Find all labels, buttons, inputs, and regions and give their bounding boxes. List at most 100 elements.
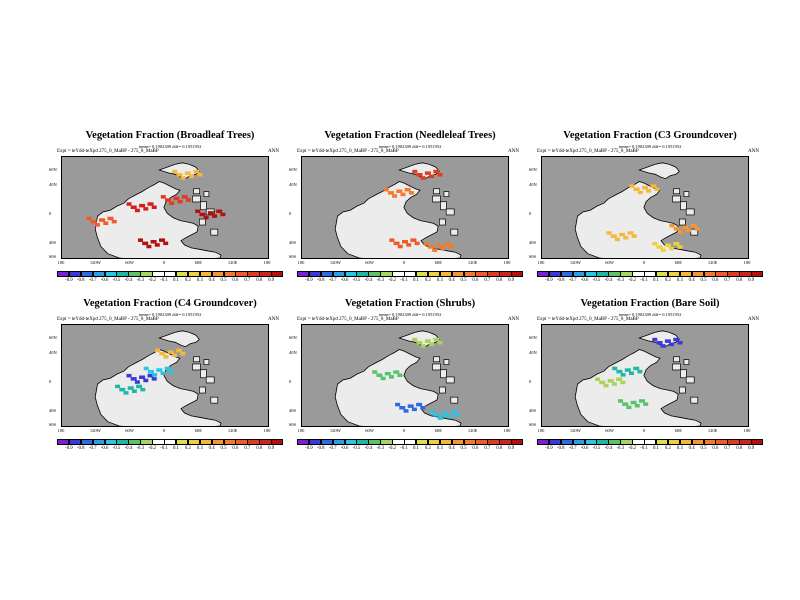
colorbar-label: 0.7 <box>244 278 251 283</box>
colorbar-label: 0.1 <box>172 446 179 451</box>
colorbar-swatch <box>703 439 716 445</box>
anomaly-cell <box>660 248 666 252</box>
colorbar-label: -0.2 <box>628 278 636 283</box>
anomaly-cell <box>432 248 438 252</box>
colorbar-swatch <box>199 271 213 277</box>
colorbar-label: -0.6 <box>100 278 109 283</box>
colorbar-label: 0.2 <box>184 278 191 283</box>
colorbar-label: -0.7 <box>328 446 337 451</box>
colorbar-label: -0.2 <box>148 446 156 451</box>
colorbar-swatch <box>211 271 225 277</box>
colorbar: -0.9 -0.8 -0.7 -0.6 -0.5 -0.4 -0.3 -0.2 -0.1 0.1 0… <box>535 439 765 457</box>
anomaly-cell <box>136 384 143 389</box>
map-svg <box>574 330 702 426</box>
anomaly-cell <box>690 223 697 228</box>
colorbar-label: 0.9 <box>748 446 755 451</box>
colorbar-swatch <box>727 439 740 445</box>
lat-tick-label: 40N <box>49 349 57 355</box>
anomaly-cell <box>599 380 606 385</box>
colorbar-swatch <box>368 271 381 277</box>
anomaly-cell <box>119 387 126 392</box>
map-panel-6: Vegetation Fraction (Bare Soil) mean= 0.1… <box>529 298 765 478</box>
anomaly-cell <box>629 371 634 375</box>
colorbar-label: 0.8 <box>256 446 263 451</box>
anomaly-cell <box>393 370 400 374</box>
anomaly-cell <box>420 406 426 410</box>
lat-tick-label: 40S <box>529 407 537 413</box>
anomaly-cell <box>622 402 629 406</box>
colorbar-label: 0.4 <box>448 446 455 451</box>
colorbar-swatch <box>584 439 597 445</box>
colorbar-label: 0.2 <box>184 446 191 451</box>
island-1 <box>672 363 681 371</box>
colorbar-label: -0.1 <box>640 446 648 451</box>
island-4 <box>678 386 686 394</box>
panel-stats: mean= 0.1902309 diff= 0.1051952 <box>378 312 442 317</box>
lon-tick-label: 180 <box>263 260 271 265</box>
anomaly-cell <box>694 227 700 231</box>
colorbar-swatch <box>392 271 405 277</box>
colorbar-label: -0.2 <box>628 446 636 451</box>
anomaly-cell <box>103 221 109 225</box>
colorbar-swatch <box>632 271 645 277</box>
anomaly-cell <box>155 348 161 353</box>
island-4 <box>438 386 446 394</box>
colorbar: -0.9 -0.8 -0.7 -0.6 -0.5 -0.4 -0.3 -0.2 -0.1 0.1 0… <box>295 439 525 457</box>
anomaly-cell <box>147 373 154 378</box>
colorbar-label: -0.4 <box>604 446 613 451</box>
colorbar-swatch <box>92 271 106 277</box>
colorbar-label: -0.9 <box>305 278 313 283</box>
colorbar-label: -0.3 <box>136 446 145 451</box>
anomaly-cell <box>115 384 121 389</box>
anomaly-cell <box>143 378 149 383</box>
colorbar-label: 0.7 <box>484 278 491 283</box>
map-panel-3: Vegetation Fraction (C3 Groundcover) mean… <box>529 130 765 310</box>
anomaly-cell <box>420 344 426 348</box>
colorbar-label: -0.4 <box>124 278 133 283</box>
colorbar-label: -0.9 <box>65 278 73 283</box>
anomaly-cell <box>173 196 180 201</box>
anomaly-cell <box>389 238 395 242</box>
colorbar-label: -0.5 <box>352 446 361 451</box>
anomaly-cell <box>437 341 443 345</box>
lon-tick-label: 120E <box>707 260 718 265</box>
landmass-pangaea <box>94 349 222 426</box>
colorbar-label: 0.8 <box>496 278 503 283</box>
colorbar-label: -0.8 <box>76 278 85 283</box>
colorbar-swatch <box>487 271 500 277</box>
lat-tick-label: 60S <box>529 254 537 259</box>
colorbar-swatch <box>463 271 476 277</box>
island-5 <box>210 228 219 236</box>
lon-tick-label: 120E <box>707 428 718 433</box>
colorbar-label: -0.5 <box>112 278 121 283</box>
colorbar-swatch <box>499 439 512 445</box>
colorbar-label: -0.9 <box>545 446 553 451</box>
colorbar-swatch <box>691 439 705 445</box>
island-5 <box>690 396 699 404</box>
island-4 <box>678 218 686 226</box>
landmass-pangaea <box>334 349 462 426</box>
island-3 <box>685 208 695 216</box>
lat-tick-label: 40N <box>289 181 297 187</box>
colorbar: -0.9 -0.8 -0.7 -0.6 -0.5 -0.4 -0.3 -0.2 -0.1 0.1 0… <box>535 271 765 289</box>
island-1 <box>192 363 201 371</box>
colorbar: -0.9 -0.8 -0.7 -0.6 -0.5 -0.4 -0.3 -0.2 -0.1 0.1 0… <box>55 439 285 457</box>
anomaly-cell <box>90 219 97 224</box>
colorbar-swatch <box>308 439 322 445</box>
lat-tick-label: 0 <box>529 378 532 384</box>
lon-tick-label: 60E <box>194 428 202 433</box>
lon-tick-label: 180 <box>537 260 545 265</box>
anomaly-cell <box>619 232 626 237</box>
lat-tick-label: 60S <box>289 254 297 259</box>
colorbar-label: 0.9 <box>508 278 515 283</box>
anomaly-cell <box>639 399 645 403</box>
colorbar-swatch <box>572 439 586 445</box>
anomaly-cell <box>404 187 411 192</box>
island-5 <box>450 396 459 404</box>
colorbar-swatch <box>679 439 693 445</box>
map-panel-4: Vegetation Fraction (C4 Groundcover) mean… <box>49 298 285 478</box>
anomaly-cell <box>172 169 178 174</box>
anomaly-cell <box>150 240 157 244</box>
colorbar-swatch <box>380 439 393 445</box>
anomaly-cell <box>454 413 460 417</box>
